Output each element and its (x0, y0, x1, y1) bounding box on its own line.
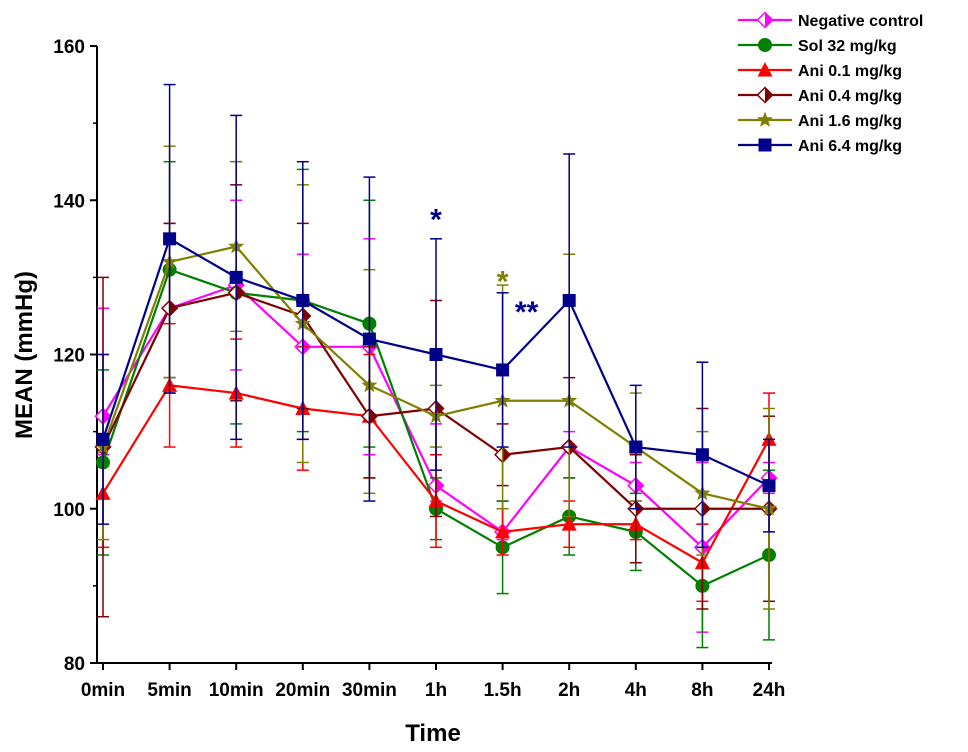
legend-item-5: Ani 6.4 mg/kg (738, 138, 902, 155)
data-point (296, 294, 310, 308)
data-point (496, 363, 510, 377)
annotations: **** (430, 204, 538, 330)
data-point (163, 232, 177, 246)
legend-label: Ani 0.1 mg/kg (798, 63, 902, 80)
significance-annotation: * (430, 204, 442, 237)
legend-marker (756, 11, 774, 29)
legend-item-4: Ani 1.6 mg/kg (738, 111, 902, 130)
x-tick-label: 10min (209, 680, 264, 701)
legend-marker (757, 62, 773, 77)
significance-annotation: ** (515, 296, 539, 329)
x-tick-label: 2h (558, 680, 580, 701)
y-tick-label: 160 (53, 37, 85, 58)
data-point (695, 448, 709, 462)
legend-marker (756, 86, 774, 104)
x-tick-label: 5min (147, 680, 191, 701)
legend-label: Ani 0.4 mg/kg (798, 88, 902, 105)
legend-marker (756, 111, 774, 127)
y-tick-label: 100 (53, 500, 85, 521)
x-tick-label: 1h (425, 680, 447, 701)
x-tick-label: 24h (753, 680, 786, 701)
y-axis-label: MEAN (mmHg) (11, 271, 38, 439)
data-point (362, 332, 376, 346)
y-tick-label: 120 (53, 346, 85, 367)
legend-label: Ani 1.6 mg/kg (798, 113, 902, 130)
legend-item-1: Sol 32 mg/kg (738, 38, 897, 55)
y-tick-label: 80 (64, 654, 85, 675)
y-tick-label: 140 (53, 191, 85, 212)
data-point (629, 440, 643, 454)
legend: Negative control Sol 32 mg/kg Ani 0.1 mg/k… (738, 11, 923, 155)
x-tick-label: 0min (81, 680, 125, 701)
significance-annotation: * (497, 265, 509, 298)
legend-label: Ani 6.4 mg/kg (798, 138, 902, 155)
data-point (562, 294, 576, 308)
data-point (96, 432, 110, 446)
x-axis-label: Time (405, 720, 461, 747)
x-tick-label: 30min (342, 680, 397, 701)
data-point (762, 479, 776, 493)
data-point (229, 270, 243, 284)
x-tick-label: 20min (275, 680, 330, 701)
data-point (429, 348, 443, 361)
legend-item-0: Negative control (738, 11, 923, 30)
legend-marker (758, 38, 772, 52)
series-5 (96, 83, 776, 549)
legend-item-3: Ani 0.4 mg/kg (738, 86, 902, 105)
series-layer (94, 83, 778, 649)
data-point (561, 516, 577, 531)
x-tick-label: 1.5h (484, 680, 522, 701)
x-tick-label: 4h (625, 680, 647, 701)
legend-marker (758, 138, 772, 152)
axes: 80 100 120 140 160 0min 5min 10min 20min 30min 1h 1… (53, 37, 785, 701)
legend-label: Sol 32 mg/kg (798, 38, 897, 55)
x-tick-label: 8h (691, 680, 713, 701)
data-point (495, 523, 511, 539)
legend-item-2: Ani 0.1 mg/kg (738, 62, 902, 80)
legend-label: Negative control (798, 13, 923, 30)
